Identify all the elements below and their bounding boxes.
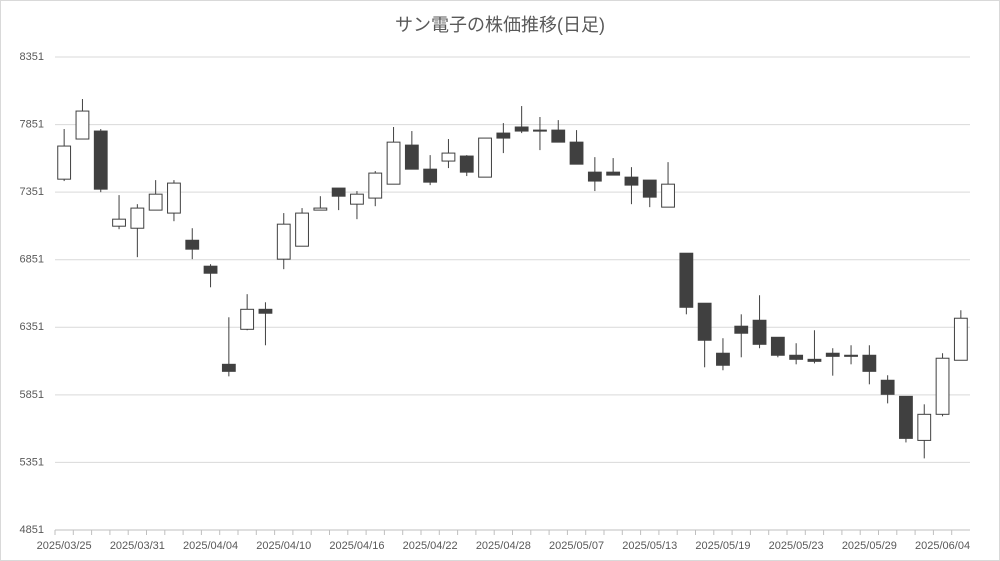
candle-body-down bbox=[807, 358, 822, 362]
candle-body-up bbox=[935, 357, 950, 415]
candle-body-down bbox=[770, 336, 785, 356]
y-tick-label: 5851 bbox=[20, 389, 44, 401]
candle-body-up bbox=[350, 193, 364, 205]
candle-body-down bbox=[862, 354, 877, 372]
candle-body-down bbox=[185, 239, 200, 250]
x-tick-label: 2025/04/16 bbox=[329, 540, 384, 552]
candle-body-down bbox=[789, 354, 804, 360]
candle-body-down bbox=[496, 132, 511, 139]
x-tick-label: 2025/05/23 bbox=[769, 540, 824, 552]
chart-title: サン電子の株価推移(日足) bbox=[395, 15, 605, 35]
candle-body-up bbox=[57, 145, 72, 180]
candle-body-down bbox=[423, 168, 438, 183]
candle-body-down bbox=[624, 176, 639, 186]
x-tick-label: 2025/05/19 bbox=[695, 540, 750, 552]
candle-body-up bbox=[148, 193, 163, 211]
candle-body-down bbox=[606, 171, 621, 176]
candle-body-up bbox=[276, 223, 291, 260]
x-tick-label: 2025/04/22 bbox=[403, 540, 458, 552]
x-tick-label: 2025/04/28 bbox=[476, 540, 531, 552]
candle-body-up bbox=[130, 207, 145, 229]
candle-body-down bbox=[844, 354, 858, 357]
candle-body-up bbox=[75, 110, 90, 140]
candle-body-down bbox=[697, 302, 712, 341]
x-tick-label: 2025/03/31 bbox=[110, 540, 165, 552]
candle-body-down bbox=[825, 352, 840, 357]
candle-body-up bbox=[368, 172, 383, 199]
y-tick-label: 5351 bbox=[20, 456, 44, 468]
candle-body-up bbox=[386, 141, 401, 185]
candle-body-up bbox=[661, 183, 675, 208]
candle-body-down bbox=[569, 141, 584, 165]
x-tick-label: 2025/06/04 bbox=[915, 540, 970, 552]
candle-body-up bbox=[917, 413, 932, 441]
candle-body-up bbox=[240, 308, 255, 330]
candle-body-up bbox=[167, 182, 181, 214]
candle-body-down bbox=[404, 144, 419, 170]
candle-body-down bbox=[899, 395, 913, 439]
candle-body-down bbox=[459, 155, 474, 173]
candle-body-up bbox=[313, 207, 328, 211]
candle-body-down bbox=[203, 265, 218, 274]
candle-body-down bbox=[642, 179, 657, 198]
y-tick-label: 7351 bbox=[20, 186, 44, 198]
candle-body-down bbox=[679, 252, 694, 308]
candle-body-up bbox=[295, 212, 309, 247]
x-tick-label: 2025/05/07 bbox=[549, 540, 604, 552]
candle-body-down bbox=[514, 126, 529, 132]
x-tick-label: 2025/04/04 bbox=[183, 540, 238, 552]
candle-body-down bbox=[331, 187, 346, 197]
candle-body-up bbox=[478, 137, 492, 178]
candle-body-down bbox=[734, 325, 749, 334]
candle-body-up bbox=[112, 218, 126, 227]
candle-body-down bbox=[880, 379, 895, 395]
candle-body-up bbox=[953, 317, 968, 361]
y-tick-label: 7851 bbox=[20, 118, 44, 130]
x-tick-label: 2025/05/13 bbox=[622, 540, 677, 552]
candle-body-down bbox=[93, 130, 108, 190]
x-tick-label: 2025/03/25 bbox=[37, 540, 92, 552]
candle-body-down bbox=[533, 129, 547, 132]
y-tick-label: 6351 bbox=[20, 321, 44, 333]
y-tick-label: 4851 bbox=[20, 524, 44, 536]
y-tick-label: 8351 bbox=[20, 51, 44, 63]
candle-body-down bbox=[716, 352, 730, 366]
x-tick-label: 2025/04/10 bbox=[256, 540, 311, 552]
x-tick-label: 2025/05/29 bbox=[842, 540, 897, 552]
candle-body-down bbox=[221, 363, 236, 372]
y-tick-label: 6851 bbox=[20, 254, 44, 266]
candle-body-down bbox=[587, 171, 602, 182]
candle-body-up bbox=[441, 152, 456, 162]
candle-body-down bbox=[258, 308, 273, 314]
candle-body-down bbox=[551, 129, 566, 143]
candle-body-down bbox=[752, 319, 767, 345]
